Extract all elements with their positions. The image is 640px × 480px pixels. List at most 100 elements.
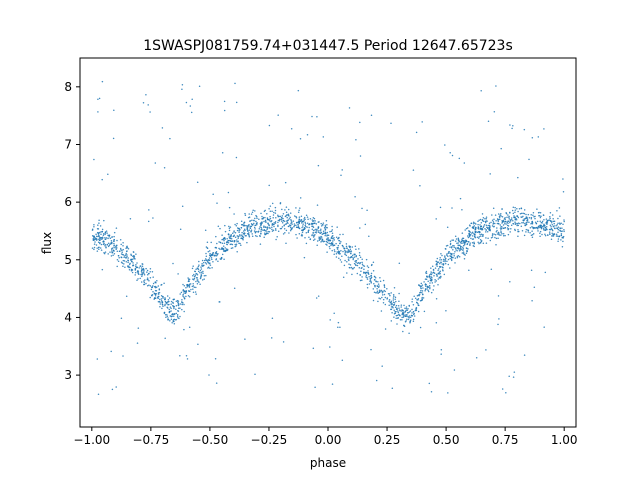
data-point [405, 320, 407, 322]
data-point [95, 239, 98, 241]
x-tick-label: 1.00 [551, 433, 578, 447]
data-point [543, 326, 545, 328]
data-point [293, 215, 296, 217]
data-point [322, 230, 325, 232]
data-point [281, 226, 284, 228]
data-point [333, 253, 335, 255]
data-point [474, 230, 476, 233]
data-point [462, 246, 464, 248]
data-point [485, 224, 488, 227]
data-point [528, 221, 530, 224]
data-point [324, 224, 327, 226]
data-point [477, 241, 479, 243]
data-point [383, 293, 386, 296]
data-point [161, 307, 163, 310]
data-point [207, 267, 209, 269]
data-point [125, 250, 128, 253]
data-point [106, 232, 108, 234]
data-point [485, 349, 487, 351]
data-point [149, 268, 152, 270]
data-point [93, 246, 96, 249]
data-point [415, 309, 418, 312]
data-point [532, 227, 535, 230]
data-point [445, 248, 447, 250]
data-point [361, 279, 363, 281]
data-point [91, 229, 94, 231]
data-point [458, 255, 461, 258]
data-point [308, 226, 310, 229]
data-point [520, 207, 523, 210]
data-point [326, 226, 328, 229]
data-point [501, 233, 503, 235]
data-point [214, 246, 217, 249]
data-point [148, 272, 150, 275]
data-point [432, 271, 435, 274]
data-point [386, 298, 388, 300]
data-point [411, 312, 413, 314]
data-point [306, 222, 309, 225]
data-point [333, 249, 336, 251]
data-point [267, 232, 269, 235]
data-point [302, 229, 304, 232]
data-point [141, 274, 144, 276]
data-point [285, 229, 288, 232]
data-point [541, 220, 544, 223]
data-point [460, 248, 463, 250]
data-point [335, 236, 338, 238]
data-point [508, 375, 510, 378]
data-point [156, 279, 158, 282]
data-point [177, 301, 179, 304]
data-point [392, 297, 395, 299]
data-point [119, 247, 122, 250]
data-point [485, 231, 487, 233]
data-point [135, 263, 137, 266]
data-point [367, 272, 369, 274]
data-point [520, 216, 522, 218]
data-point [507, 214, 509, 216]
data-point [419, 326, 422, 329]
data-point [124, 266, 126, 269]
data-point [498, 318, 500, 320]
data-point [170, 303, 172, 305]
data-point [355, 248, 357, 250]
data-point [313, 222, 315, 224]
data-point [162, 297, 164, 299]
data-point [412, 303, 415, 306]
data-point [219, 241, 222, 244]
data-point [151, 271, 154, 273]
data-point [474, 236, 476, 238]
data-point [342, 246, 345, 248]
data-point [159, 301, 161, 303]
data-point [123, 260, 126, 262]
data-point [408, 311, 411, 313]
data-point [533, 286, 536, 289]
data-point [302, 225, 304, 227]
data-point [269, 219, 271, 222]
data-point [228, 236, 230, 238]
data-point [248, 235, 251, 238]
data-point [366, 283, 369, 286]
data-point [334, 250, 336, 253]
data-point [236, 227, 239, 229]
data-point [143, 281, 146, 284]
data-point [482, 226, 485, 229]
data-point [235, 245, 237, 247]
data-point [192, 282, 194, 285]
data-point [164, 337, 166, 340]
data-point [93, 223, 95, 226]
data-point [456, 249, 458, 252]
data-point [441, 263, 443, 265]
data-point [146, 269, 149, 272]
data-point [458, 240, 461, 243]
data-point [201, 263, 203, 265]
data-point [427, 289, 429, 291]
data-point [523, 209, 526, 211]
data-point [446, 226, 449, 228]
data-point [199, 269, 202, 272]
data-point [439, 259, 441, 261]
data-point [312, 217, 315, 219]
data-point [115, 386, 117, 388]
data-point [465, 227, 468, 230]
data-point [285, 211, 288, 214]
data-point [93, 226, 95, 228]
